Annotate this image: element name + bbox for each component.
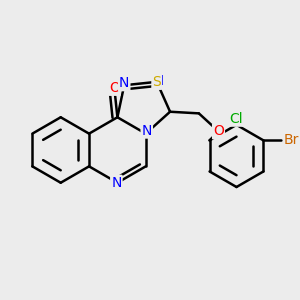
Text: N: N [111, 176, 122, 190]
Text: N: N [119, 76, 129, 90]
Text: O: O [213, 124, 224, 138]
Text: N: N [142, 124, 152, 138]
Text: Cl: Cl [230, 112, 243, 126]
Text: N: N [154, 74, 164, 88]
Text: S: S [152, 75, 161, 89]
Text: Br: Br [284, 134, 299, 147]
Text: O: O [109, 81, 120, 95]
